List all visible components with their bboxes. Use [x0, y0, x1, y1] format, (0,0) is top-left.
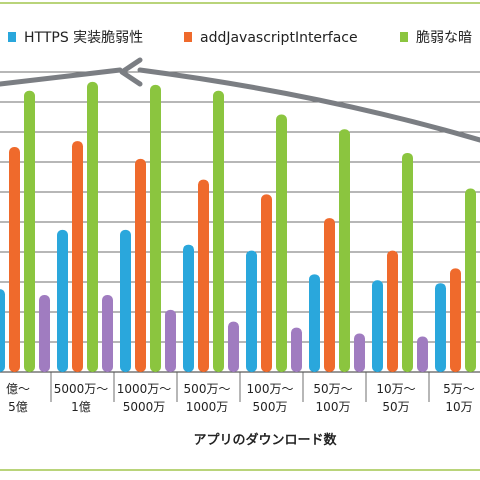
x-tick-label: 5万〜: [443, 382, 475, 396]
bar: [228, 321, 239, 372]
bar: [435, 283, 446, 372]
bar: [213, 90, 224, 373]
bar: [120, 229, 131, 372]
bar: [57, 229, 68, 372]
x-tick-label: 5000万〜: [54, 382, 109, 396]
bar: [339, 129, 350, 372]
legend-swatch: [184, 32, 192, 42]
x-tick-label: 1億: [71, 400, 91, 414]
bar: [72, 141, 83, 372]
bar: [354, 333, 365, 372]
bar: [402, 152, 413, 372]
bar: [291, 327, 302, 372]
x-tick-label: 50万: [382, 400, 409, 414]
bar: [24, 90, 35, 373]
x-tick-label: 1000万: [186, 400, 229, 414]
x-tick-label: 5億: [8, 400, 28, 414]
x-tick-labels: 億〜 5億 5000万〜 1億 1000万〜 5000万 500万〜 1000万 100万〜 50…: [6, 382, 475, 414]
arrow-right-line: [137, 67, 480, 143]
x-tick-label: 500万: [253, 400, 288, 414]
bar: [87, 81, 98, 373]
bar: [417, 336, 428, 372]
bar: [135, 158, 146, 372]
legend-swatch: [400, 32, 408, 42]
bar: [324, 218, 335, 372]
bar: [9, 147, 20, 372]
x-tick-label: 億〜: [6, 382, 30, 396]
x-tick-label: 100万〜: [247, 382, 294, 396]
bar: [276, 114, 287, 372]
bar: [246, 250, 257, 372]
bar: [261, 194, 272, 372]
x-tick-label: 10万〜: [376, 382, 415, 396]
legend-label: HTTPS 実装脆弱性: [24, 29, 143, 46]
bar: [309, 274, 320, 372]
bar: [165, 309, 176, 372]
arrows: [0, 57, 480, 143]
arrow-head: [119, 57, 143, 87]
bar: [0, 289, 5, 372]
x-tick-label: 1000万〜: [117, 382, 172, 396]
bars: [0, 81, 476, 373]
x-axis-label: アプリのダウンロード数: [193, 432, 337, 448]
legend: HTTPS 実装脆弱性 addJavascriptInterface 脆弱な暗: [8, 29, 472, 46]
bar: [150, 84, 161, 372]
bar: [465, 188, 476, 372]
x-tick-label: 500万〜: [184, 382, 231, 396]
legend-swatch: [8, 32, 16, 42]
arrow-left-line: [0, 67, 123, 87]
legend-label: 脆弱な暗: [416, 29, 472, 46]
bar: [102, 295, 113, 372]
x-tick-label: 100万: [316, 400, 351, 414]
x-tick-label: 5000万: [123, 400, 166, 414]
x-tick-label: 50万〜: [313, 382, 352, 396]
bar: [372, 280, 383, 372]
legend-label: addJavascriptInterface: [200, 30, 358, 46]
bar: [450, 268, 461, 372]
bar: [183, 244, 194, 372]
bar: [198, 179, 209, 372]
x-tick-label: 10万: [445, 400, 472, 414]
bar: [39, 295, 50, 372]
bar: [387, 250, 398, 372]
